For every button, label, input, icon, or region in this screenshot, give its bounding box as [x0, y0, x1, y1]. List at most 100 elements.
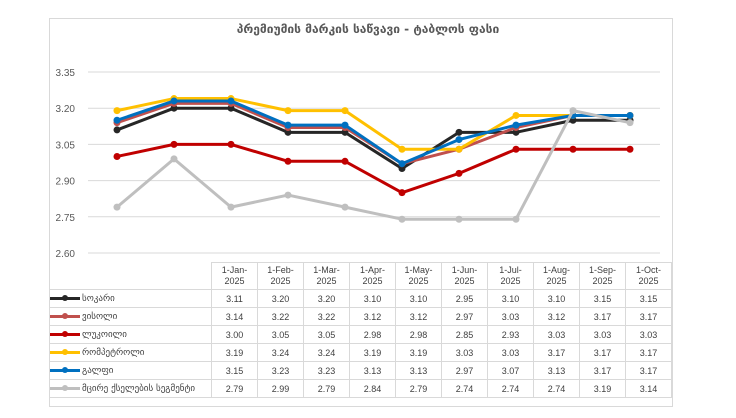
- data-point: [569, 116, 577, 124]
- series-name: გალფი: [82, 365, 114, 376]
- series-line: [116, 106, 630, 171]
- data-label: 3.14: [625, 379, 672, 398]
- data-point: [284, 121, 292, 129]
- data-label: 3.10: [395, 289, 442, 308]
- y-tick-label: 2.60: [56, 249, 76, 260]
- data-point: [398, 165, 406, 173]
- data-label: 3.19: [211, 343, 258, 362]
- x-tick-label-line: 1-Mar-: [313, 265, 340, 275]
- data-label: 3.03: [533, 325, 580, 344]
- x-tick-label: 1-May- 2025: [395, 262, 442, 290]
- data-label: 2.85: [441, 325, 488, 344]
- data-point: [512, 215, 520, 223]
- x-tick-label-line: 2025: [316, 276, 337, 286]
- data-label: 3.15: [579, 289, 626, 308]
- data-label: 3.11: [211, 289, 258, 308]
- data-point: [284, 157, 292, 165]
- x-tick-label-line: 1-Feb-: [267, 265, 294, 275]
- legend-key-icon: [50, 294, 80, 301]
- data-label: 3.07: [487, 361, 534, 380]
- legend-entry: ვისოლი: [50, 307, 212, 326]
- data-label: 2.79: [395, 379, 442, 398]
- data-label: 3.10: [349, 289, 396, 308]
- x-tick-label-line: 2025: [408, 276, 429, 286]
- x-tick-label: 1-Apr- 2025: [349, 262, 396, 290]
- data-point: [227, 203, 235, 211]
- data-point: [284, 107, 292, 115]
- legend-key-icon: [50, 312, 80, 319]
- data-point: [398, 160, 406, 168]
- data-label: 3.13: [533, 361, 580, 380]
- y-tick-label: 3.20: [56, 104, 76, 115]
- data-point: [569, 107, 577, 115]
- data-label: 3.19: [349, 343, 396, 362]
- legend-key-icon: [50, 366, 80, 373]
- data-label: 2.97: [441, 307, 488, 326]
- data-point: [512, 121, 520, 129]
- data-point: [113, 116, 121, 124]
- data-label: 3.17: [579, 307, 626, 326]
- x-tick-label-line: 2025: [638, 276, 659, 286]
- x-tick-label-line: 1-Sep-: [588, 265, 616, 275]
- table-row: სოკარი 3.11 3.20 3.20 3.10 3.10 2.95 3.10 3.10 3.…: [50, 289, 672, 308]
- legend-key-icon: [50, 330, 80, 337]
- x-tick-label-line: 2025: [546, 276, 567, 286]
- series-name: ვისოლი: [82, 311, 118, 322]
- header-corner: [50, 262, 212, 290]
- data-point: [170, 155, 178, 163]
- data-label: 3.05: [303, 325, 350, 344]
- data-label: 3.12: [533, 307, 580, 326]
- x-tick-label-line: 1-Jan-: [221, 265, 248, 275]
- data-point: [569, 145, 577, 153]
- data-point: [512, 111, 520, 119]
- data-label: 3.23: [257, 361, 304, 380]
- data-label: 3.17: [579, 343, 626, 362]
- data-label: 3.13: [395, 361, 442, 380]
- series-line: [116, 142, 630, 195]
- data-point: [170, 97, 178, 105]
- data-label: 3.03: [441, 343, 488, 362]
- data-point: [341, 157, 349, 165]
- data-label: 3.19: [579, 379, 626, 398]
- data-point: [227, 140, 235, 148]
- legend-entry: ლუკოილი: [50, 325, 212, 344]
- data-label: 3.00: [211, 325, 258, 344]
- x-tick-label-line: 1-Aug-: [542, 265, 570, 275]
- data-point: [170, 104, 178, 112]
- x-tick-label: 1-Jan- 2025: [211, 262, 258, 290]
- data-point: [113, 203, 121, 211]
- data-point: [170, 140, 178, 148]
- x-tick-label-line: 1-May-: [404, 265, 433, 275]
- x-tick-label: 1-Feb- 2025: [257, 262, 304, 290]
- data-label: 3.17: [533, 343, 580, 362]
- data-label: 2.74: [441, 379, 488, 398]
- data-label: 3.20: [303, 289, 350, 308]
- data-point: [113, 126, 121, 134]
- table-spacer-row: [50, 397, 672, 407]
- data-point: [626, 145, 634, 153]
- x-tick-label: 1-Mar- 2025: [303, 262, 350, 290]
- data-point: [455, 128, 463, 136]
- data-label: 3.22: [303, 307, 350, 326]
- data-label: 3.20: [257, 289, 304, 308]
- series-line: [116, 101, 630, 166]
- data-label: 2.97: [441, 361, 488, 380]
- x-tick-label: 1-Aug- 2025: [533, 262, 580, 290]
- x-tick-label-line: 2025: [592, 276, 613, 286]
- data-label: 3.23: [303, 361, 350, 380]
- data-point: [227, 97, 235, 105]
- x-tick-label-line: 2025: [500, 276, 521, 286]
- x-tick-label-line: 2025: [224, 276, 245, 286]
- legend-entry: რომპეტროლი: [50, 343, 212, 362]
- data-label: 3.14: [211, 307, 258, 326]
- x-tick-label: 1-Jun- 2025: [441, 262, 488, 290]
- series-name: რომპეტროლი: [82, 347, 145, 358]
- data-label: 2.99: [257, 379, 304, 398]
- data-label: 2.93: [487, 325, 534, 344]
- data-point: [626, 119, 634, 127]
- data-label: 3.17: [625, 361, 672, 380]
- data-label: 2.98: [395, 325, 442, 344]
- data-label: 2.98: [349, 325, 396, 344]
- data-point: [455, 145, 463, 153]
- spacer: [50, 397, 672, 407]
